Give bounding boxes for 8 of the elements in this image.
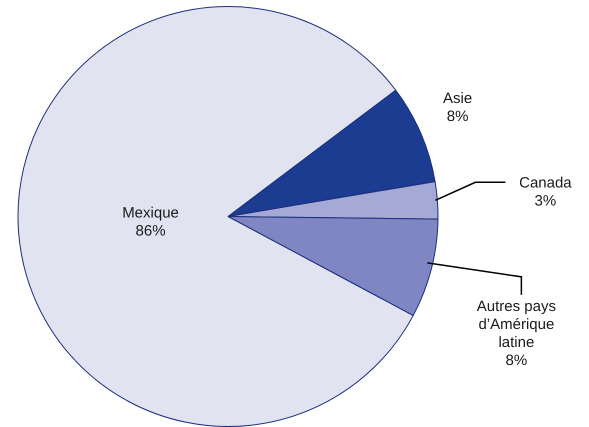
data-label: 8% — [446, 108, 468, 125]
slice-label: Autres pays d’Amérique latine — [476, 298, 556, 351]
slice-label: Asie — [443, 90, 472, 107]
data-label: 86% — [136, 222, 166, 240]
slice-label: Canada — [519, 174, 572, 192]
slice-label: Mexique — [122, 204, 179, 222]
data-label: 8% — [506, 352, 528, 369]
data-label: 3% — [534, 192, 556, 210]
